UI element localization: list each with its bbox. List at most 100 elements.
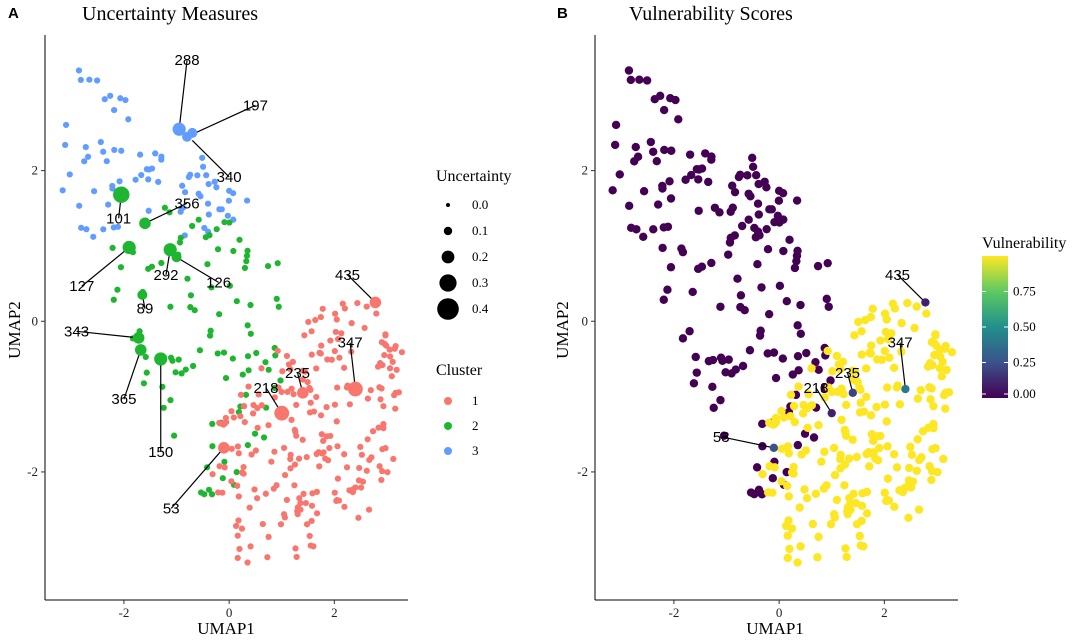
- scatter-point: [716, 302, 725, 311]
- annotation-leader: [186, 104, 256, 138]
- scatter-point: [317, 350, 324, 357]
- scatter-point: [213, 226, 220, 233]
- scatter-point: [790, 417, 799, 427]
- scatter-point: [375, 424, 382, 431]
- annotation-label: 365: [111, 391, 136, 408]
- scatter-point: [240, 470, 247, 477]
- annotation-label: 435: [885, 267, 910, 284]
- annotation-leader: [76, 330, 139, 339]
- scatter-point: [721, 368, 730, 377]
- scatter-point: [228, 478, 235, 485]
- scatter-point: [850, 367, 860, 376]
- scatter-point: [852, 452, 861, 462]
- scatter-point: [718, 356, 727, 365]
- scatter-point: [317, 313, 324, 321]
- scatter-point: [200, 163, 207, 170]
- scatter-point: [334, 384, 341, 391]
- scatter-point: [789, 462, 798, 472]
- scatter-point: [299, 436, 306, 443]
- scatter-point: [143, 369, 150, 376]
- scatter-point: [90, 188, 98, 195]
- scatter-point: [932, 341, 941, 350]
- scatter-point: [724, 355, 733, 364]
- scatter-point: [291, 461, 299, 468]
- highlighted-point-292: [163, 243, 177, 257]
- scatter-point: [260, 434, 268, 441]
- scatter-point: [313, 365, 320, 372]
- scatter-point: [876, 336, 885, 345]
- scatter-point: [823, 258, 832, 268]
- scatter-point: [814, 420, 823, 430]
- scatter-point: [681, 175, 690, 184]
- legend-uncertainty-title: Uncertainty: [436, 168, 512, 185]
- scatter-point: [796, 300, 805, 310]
- scatter-point: [392, 405, 399, 412]
- scatter-point: [771, 413, 781, 423]
- scatter-point: [659, 105, 669, 115]
- scatter-point: [265, 533, 272, 540]
- scatter-point: [348, 320, 355, 327]
- scatter-point: [648, 147, 658, 156]
- annotation-leader: [349, 342, 356, 390]
- scatter-point: [376, 463, 383, 470]
- scatter-point: [756, 326, 765, 335]
- scatter-point: [281, 471, 289, 479]
- highlighted-point-365: [134, 344, 147, 356]
- scatter-point: [334, 335, 342, 343]
- scatter-point: [378, 385, 385, 392]
- scatter-point: [750, 223, 759, 233]
- highlighted-point-347: [901, 384, 910, 394]
- scatter-point: [114, 286, 121, 293]
- scatter-point: [897, 318, 906, 328]
- scatter-point: [254, 424, 261, 431]
- scatter-point: [258, 402, 265, 409]
- panel-a-xlabel: UMAP1: [197, 619, 255, 638]
- scatter-point: [386, 346, 393, 353]
- scatter-point: [875, 443, 884, 453]
- scatter-point: [685, 150, 695, 159]
- scatter-point: [246, 504, 253, 511]
- scatter-point: [688, 287, 697, 297]
- annotation-label: 343: [64, 323, 89, 340]
- scatter-point: [239, 371, 246, 378]
- scatter-point: [205, 486, 213, 493]
- scatter-point: [346, 401, 353, 408]
- legend-size-label: 0.4: [472, 301, 489, 316]
- scatter-point: [177, 208, 184, 215]
- scatter-point: [840, 425, 850, 435]
- scatter-point: [111, 146, 118, 154]
- scatter-point: [784, 492, 794, 501]
- scatter-point: [224, 212, 231, 219]
- scatter-point: [300, 490, 307, 497]
- scatter-point: [802, 348, 811, 358]
- scatter-point: [327, 337, 334, 344]
- scatter-point: [279, 368, 286, 375]
- scatter-point: [275, 384, 282, 391]
- scatter-point: [793, 351, 803, 361]
- scatter-point: [175, 356, 182, 363]
- scatter-point: [391, 345, 398, 352]
- scatter-point: [862, 392, 871, 402]
- scatter-point: [233, 298, 240, 305]
- scatter-point: [753, 259, 762, 269]
- scatter-point: [895, 400, 905, 409]
- scatter-point: [765, 462, 774, 471]
- scatter-point: [206, 332, 214, 339]
- scatter-point: [807, 364, 816, 373]
- scatter-point: [824, 302, 833, 311]
- scatter-point: [313, 488, 320, 495]
- scatter-point: [889, 363, 899, 373]
- scatter-point: [758, 469, 767, 479]
- scatter-point: [318, 342, 325, 349]
- scatter-point: [783, 553, 792, 563]
- legend-vulnerability: Vulnerability 0.75 0.50 0.25 0.00: [982, 235, 1066, 401]
- scatter-point: [187, 171, 194, 178]
- b-y-tick-label: -2: [577, 464, 588, 479]
- scatter-point: [758, 419, 767, 429]
- scatter-point: [704, 177, 713, 187]
- scatter-point: [158, 259, 165, 267]
- colorbar-tick-label: 0.50: [1013, 319, 1036, 334]
- scatter-point: [313, 393, 320, 401]
- scatter-point: [735, 170, 745, 179]
- panel-b-plot: -2 0 2 -2 0 2 435 347 235 218 53: [577, 35, 958, 620]
